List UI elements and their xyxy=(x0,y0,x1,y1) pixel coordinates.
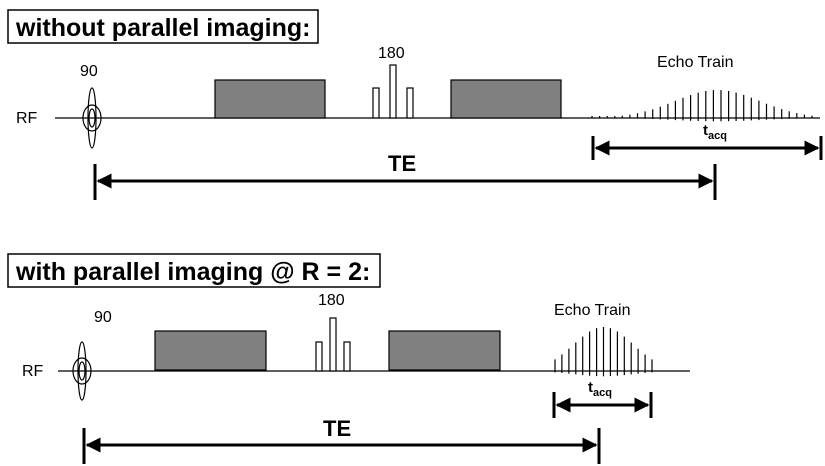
echo-train xyxy=(591,90,813,122)
gradient-block-right xyxy=(450,79,562,119)
rf-label: RF xyxy=(22,363,44,380)
echo-train-label: Echo Train xyxy=(554,302,630,319)
tacq-label: tacq xyxy=(588,379,612,399)
pulse-180 xyxy=(372,64,414,119)
pulse-90 xyxy=(72,341,92,401)
gradient-block-left xyxy=(214,79,326,119)
panel-without-parallel-imaging: without parallel imaging: RF 90 180 Echo… xyxy=(7,9,823,200)
pulse-90-label: 90 xyxy=(80,63,98,80)
panel-with-parallel-imaging: with parallel imaging @ R = 2: RF 90 180… xyxy=(7,253,690,464)
echo-train xyxy=(554,327,653,377)
te-label: TE xyxy=(388,151,416,176)
panel-title: with parallel imaging @ R = 2: xyxy=(15,258,370,286)
pulse-180-label: 180 xyxy=(378,45,405,62)
gradient-block-left xyxy=(154,330,267,371)
panel-title-box xyxy=(7,9,319,44)
panel-title-box xyxy=(7,253,381,288)
te-label: TE xyxy=(323,416,351,441)
tacq-label: tacq xyxy=(703,122,727,142)
pulse-180-label: 180 xyxy=(318,292,345,309)
echo-train-label: Echo Train xyxy=(657,54,733,71)
pulse-180 xyxy=(315,317,351,372)
gradient-block-right xyxy=(388,330,501,371)
panel-title: without parallel imaging: xyxy=(15,14,310,42)
pulse-90-label: 90 xyxy=(94,309,112,326)
pulse-90 xyxy=(82,87,102,149)
rf-label: RF xyxy=(16,110,38,127)
